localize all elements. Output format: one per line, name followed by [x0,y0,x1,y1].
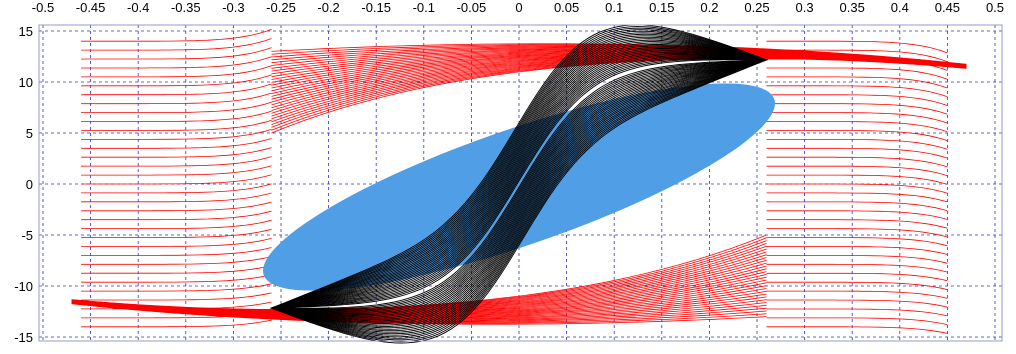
x-tick-label: -0.05 [457,0,487,15]
x-tick-label: 0.25 [744,0,769,15]
red-curve [81,74,272,87]
red-curve [81,147,272,158]
red-curve [766,201,948,212]
red-curve [766,299,948,308]
x-tick-label: 0.4 [891,0,909,15]
red-curve [766,174,948,185]
red-curve [766,139,948,150]
red-curve [81,92,272,105]
red-curve [81,56,272,69]
red-curve [81,165,272,176]
red-curve [766,263,948,273]
red-curve [81,201,272,212]
red-curve [766,308,948,317]
red-curve [766,156,948,168]
red-curve [766,40,948,54]
x-tick-label: -0.3 [222,0,244,15]
red-curve [766,130,948,141]
x-tick-label: 0.1 [605,0,623,15]
red-curve [81,156,272,167]
red-curve [81,119,272,131]
red-curve [766,219,948,229]
x-tick-label: 0.2 [700,0,718,15]
red-curve [766,165,948,177]
red-curve [766,67,948,80]
red-curve [766,272,948,282]
red-curve [766,281,948,290]
red-curve [766,255,948,264]
red-curve [81,138,272,149]
red-curve [81,38,272,51]
red-curve [766,237,948,247]
red-curve [766,85,948,98]
red-curve [81,247,272,256]
red-curve [766,192,948,203]
x-tick-label: 0.45 [935,0,960,15]
x-tick-label: -0.2 [317,0,339,15]
red-curve [766,121,948,133]
red-curve [81,256,272,265]
red-curve [766,94,948,106]
plot-frame [38,24,1003,342]
x-tick-label: 0.05 [554,0,579,15]
red-curve [81,228,272,238]
y-tick-label: 10 [19,75,33,90]
red-curve [81,265,272,274]
red-curve [81,292,272,301]
x-tick-label: -0.25 [266,0,296,15]
red-curve [766,183,948,194]
x-tick-label: 0.35 [840,0,865,15]
x-tick-label: 0.15 [649,0,674,15]
red-curve [81,65,272,78]
red-curve [81,283,272,292]
y-tick-label: 15 [19,24,33,39]
red-curve [271,43,967,65]
x-tick-label: -0.35 [171,0,201,15]
red-curve [766,147,948,159]
red-curve [766,76,948,89]
y-tick-label: -5 [21,228,33,243]
red-curve [81,210,272,221]
red-curve [766,228,948,238]
y-tick-label: 5 [26,126,33,141]
x-tick-label: -0.45 [76,0,106,15]
black-curve-family [269,24,769,344]
red-curve [81,274,272,283]
red-curve [81,238,272,247]
red-curve [81,174,272,185]
red-curve [81,129,272,140]
tick-labels: -0.5 -0.45 -0.4 -0.35 -0.3 -0.25 -0.2 -0.15 -0.1… [14,0,1004,345]
red-curve [766,326,948,334]
red-curve [81,47,272,60]
x-tick-label: -0.15 [361,0,391,15]
red-curve [766,210,948,220]
red-curve [766,103,948,115]
x-tick-label: -0.5 [32,0,54,15]
y-tick-label: -15 [14,330,33,345]
x-tick-label: 0 [515,0,522,15]
black-loop [270,24,768,344]
red-curve [81,29,272,42]
y-tick-label: 0 [26,177,33,192]
red-curve [766,246,948,255]
x-tick-label: -0.1 [413,0,435,15]
red-curve [81,319,272,328]
red-curve [81,192,272,203]
x-tick-label: 0.3 [796,0,814,15]
red-curve [81,219,272,229]
red-curve [766,317,948,325]
red-curve [81,101,272,113]
x-tick-label: 0.5 [986,0,1004,15]
red-curve [766,112,948,124]
red-curve [81,183,272,194]
red-curve [81,83,272,96]
red-curve [766,290,948,299]
y-tick-label: -10 [14,279,33,294]
red-curve [81,110,272,122]
red-curve [766,49,948,63]
x-tick-label: -0.4 [127,0,149,15]
